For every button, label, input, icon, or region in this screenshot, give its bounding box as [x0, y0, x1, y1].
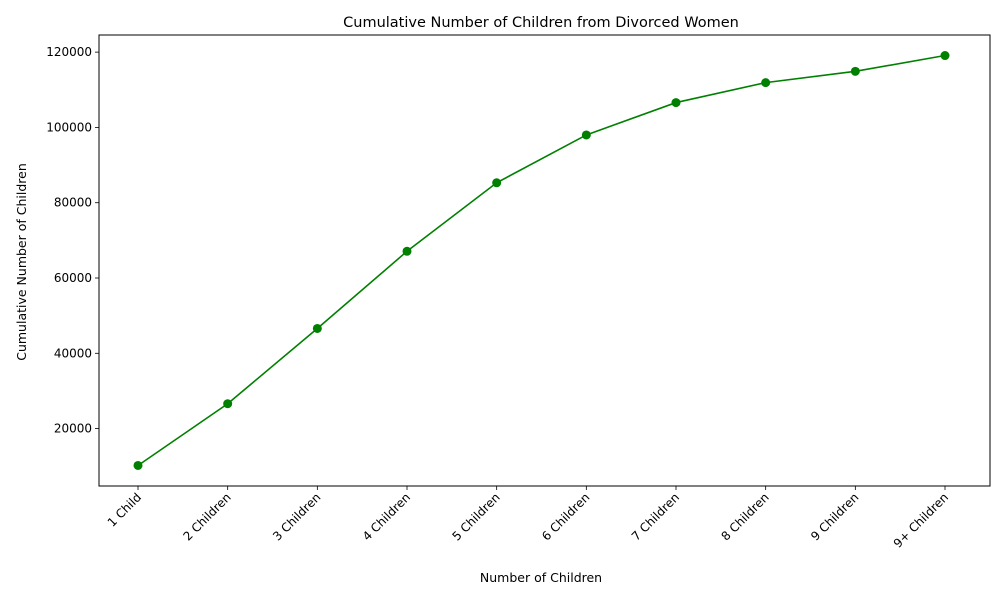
data-point [223, 399, 233, 409]
y-tick-label: 120000 [46, 45, 92, 59]
y-axis: 20000 40000 60000 80000 100000 120000 [46, 45, 99, 436]
y-tick-label: 80000 [54, 196, 92, 210]
data-point [402, 246, 412, 256]
series-line [137, 54, 946, 467]
plot-area [133, 51, 950, 470]
data-point [492, 178, 502, 188]
y-axis-label: Cumulative Number of Children [14, 163, 29, 361]
data-point [133, 460, 143, 470]
data-point [581, 130, 591, 140]
data-point [671, 98, 681, 108]
x-axis-label: Number of Children [480, 570, 602, 585]
data-point [761, 78, 771, 88]
y-tick-label: 60000 [54, 271, 92, 285]
chart-title: Cumulative Number of Children from Divor… [343, 15, 739, 31]
data-point [312, 323, 322, 333]
y-tick-label: 40000 [54, 346, 92, 360]
y-tick-label: 20000 [54, 422, 92, 436]
y-tick-label: 100000 [46, 120, 92, 134]
data-point [940, 51, 950, 61]
plot-frame [98, 34, 991, 487]
data-point [850, 66, 860, 76]
